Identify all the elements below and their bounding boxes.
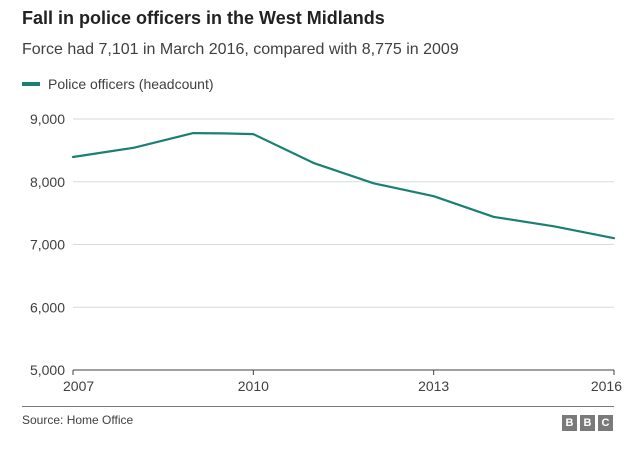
axis: 5,000 6,000 7,000 8,000 9,000 2007 2010 2013 201… [30, 111, 622, 394]
bbc-logo-letter: B [562, 415, 577, 431]
source-note: Source: Home Office [22, 413, 134, 427]
y-tick-label: 5,000 [30, 362, 65, 378]
legend-swatch [22, 82, 40, 86]
legend-label: Police officers (headcount) [48, 76, 214, 92]
y-tick-label: 6,000 [30, 299, 65, 315]
source-divider [22, 406, 614, 407]
y-tick-label: 8,000 [30, 174, 65, 190]
series-line-police-officers [71, 132, 616, 240]
bbc-logo-letter: C [598, 415, 613, 431]
legend: Police officers (headcount) [22, 74, 214, 94]
series-layer [71, 132, 616, 240]
chart-subtitle: Force had 7,101 in March 2016, compared … [22, 41, 459, 58]
y-tick-label: 7,000 [30, 237, 65, 253]
y-tick-label: 9,000 [30, 111, 65, 127]
x-tick-label: 2010 [238, 378, 269, 394]
x-tick-label: 2013 [418, 378, 449, 394]
x-tick-label: 2007 [63, 378, 94, 394]
grid-lines [73, 118, 614, 308]
chart-title: Fall in police officers in the West Midl… [22, 8, 385, 28]
bbc-logo-letter: B [580, 415, 595, 431]
bbc-logo: B B C [562, 415, 613, 431]
x-tick-label: 2016 [591, 378, 622, 394]
